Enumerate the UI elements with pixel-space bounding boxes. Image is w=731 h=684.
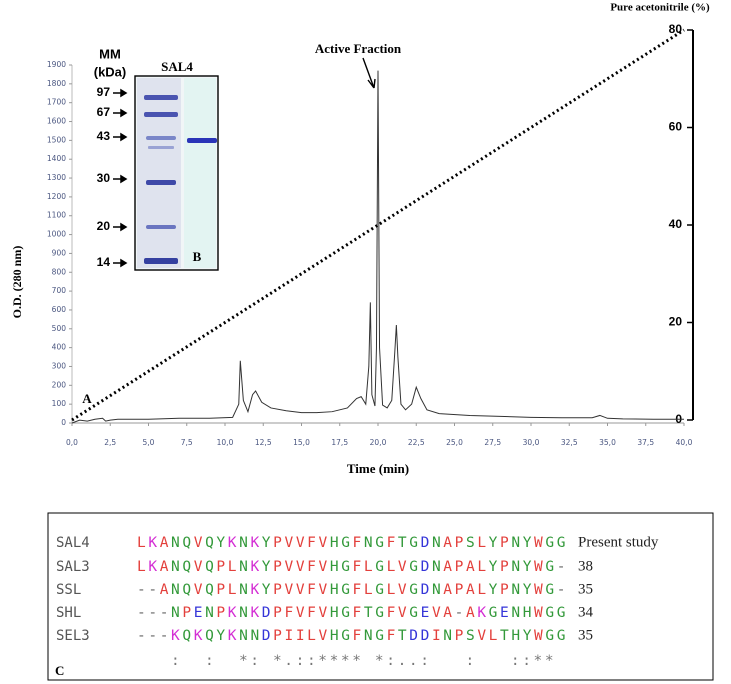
gel-band <box>146 225 176 229</box>
y-tick-label: 1700 <box>47 98 66 107</box>
gel-marker-label: 20 <box>97 219 111 233</box>
conservation: : : *: *.::**** *:..: : ::** <box>137 653 556 669</box>
gel-band <box>146 136 176 140</box>
x-tick-label: 30,0 <box>523 438 540 447</box>
gel-panel-label: B <box>193 249 202 264</box>
gel-marker-arrow <box>113 222 128 232</box>
x-tick-label: 0,0 <box>66 438 78 447</box>
sequence-name: SHL <box>56 605 81 621</box>
gel-marker-arrow <box>113 258 128 268</box>
y-tick-label: 600 <box>52 305 67 314</box>
gel-marker-label: 67 <box>97 105 111 119</box>
x-tick-label: 15,0 <box>293 438 310 447</box>
panel-label: A <box>82 391 92 406</box>
y-tick-label: 1900 <box>47 60 66 69</box>
x-tick-label: 7,5 <box>181 438 193 447</box>
y-tick-label: 100 <box>52 399 67 408</box>
y-axis-label: O.D. (280 nm) <box>10 246 24 319</box>
y-tick-label: 1100 <box>47 211 66 220</box>
gel-inset: MM (kDa) SAL4 B 97 67 43 30 20 14 <box>94 46 219 271</box>
gel-band <box>144 258 178 264</box>
sequence-note: 38 <box>578 558 593 574</box>
x-tick-label: 20,0 <box>370 438 387 447</box>
sequence-name: SEL3 <box>56 628 90 644</box>
annotation: Active Fraction <box>315 41 402 56</box>
y-tick-label: 900 <box>52 248 67 257</box>
x-tick-label: 40,0 <box>676 438 693 447</box>
gel-band <box>144 95 178 100</box>
gel-marker-arrow <box>113 174 128 184</box>
y-tick-label: 1300 <box>47 173 66 182</box>
y-tick-label: 1600 <box>47 117 66 126</box>
gel-marker-arrow <box>113 88 128 98</box>
gel-unit: (kDa) <box>94 64 127 79</box>
gel-marker-label: 30 <box>97 171 111 185</box>
y2-tick-label: 80 <box>669 22 683 36</box>
sequence-name: SSL <box>56 582 81 598</box>
x-tick-label: 10,0 <box>217 438 234 447</box>
y-tick-label: 800 <box>52 267 67 276</box>
y-tick-label: 1500 <box>47 135 66 144</box>
x-tick-label: 17,5 <box>331 438 348 447</box>
sequence-note: Present study <box>578 534 659 550</box>
gel-band <box>187 138 217 143</box>
gel-lane <box>137 78 181 268</box>
gel-band <box>146 180 176 185</box>
sequence-name: SAL4 <box>56 535 90 551</box>
sequence-note: 35 <box>578 581 593 597</box>
gel-marker-arrow <box>113 108 128 118</box>
y-tick-label: 200 <box>52 380 67 389</box>
gel-title: MM <box>99 46 121 61</box>
x-tick-label: 32,5 <box>561 438 578 447</box>
gel-lane <box>184 78 216 268</box>
x-tick-label: 27,5 <box>484 438 501 447</box>
x-tick-label: 22,5 <box>408 438 425 447</box>
gel-marker-label: 43 <box>97 129 111 143</box>
y-tick-label: 700 <box>52 286 67 295</box>
x-tick-label: 12,5 <box>255 438 272 447</box>
y-tick-label: 400 <box>52 343 67 352</box>
sequence: ---NPENPKNKDPFVFVHGFTGFVGEVA-AKGENHWGG <box>137 605 568 621</box>
x-axis-label: Time (min) <box>347 461 409 476</box>
y-tick-label: 500 <box>52 324 67 333</box>
x-tick-label: 25,0 <box>446 438 463 447</box>
gel-lane-label: SAL4 <box>161 59 193 74</box>
y2-tick-label: 40 <box>669 217 683 231</box>
x-tick-label: 35,0 <box>599 438 616 447</box>
gel-marker-label: 97 <box>97 85 111 99</box>
annotation-arrow <box>362 57 376 89</box>
panel-label: C <box>55 663 64 678</box>
gel-marker-label: 14 <box>97 255 111 269</box>
gradient-line <box>71 28 685 422</box>
sequence: LKANQVQYKNKYPVVFVHGFNGFTGDNAPSLYPNYWGG <box>137 535 568 551</box>
y2-tick-label: 20 <box>669 315 683 329</box>
y2-tick-label: 60 <box>669 120 683 134</box>
sequence: --ANQVQPLNKYPVVFVHGFLGLVGDNAPALYPNYWG- <box>137 582 568 598</box>
alignment-frame <box>47 512 714 681</box>
y-tick-label: 1200 <box>47 192 66 201</box>
y-tick-label: 300 <box>52 361 67 370</box>
gel-band <box>148 146 174 149</box>
sequence: ---KQKQYKNNDPIILVHGFNGFTDDINPSVLTHYWGG <box>137 628 568 644</box>
trace <box>71 70 684 424</box>
y-tick-label: 1800 <box>47 79 66 88</box>
y-tick-label: 0 <box>61 418 66 427</box>
gel-band <box>144 112 178 117</box>
y2-axis-label: Pure acetonitrile (%) <box>610 2 710 14</box>
y-tick-label: 1400 <box>47 154 66 163</box>
sequence: LKANQVQPLNKYPVVFVHGFLGLVGDNAPALYPNYWG- <box>137 559 568 575</box>
y-tick-label: 1000 <box>47 230 66 239</box>
gel-marker-arrow <box>113 132 128 142</box>
sequence-note: 34 <box>578 604 594 620</box>
sequence-name: SAL3 <box>56 559 90 575</box>
x-tick-label: 5,0 <box>143 438 155 447</box>
x-tick-label: 2,5 <box>104 438 116 447</box>
x-tick-label: 37,5 <box>637 438 654 447</box>
sequence-note: 35 <box>578 627 593 643</box>
